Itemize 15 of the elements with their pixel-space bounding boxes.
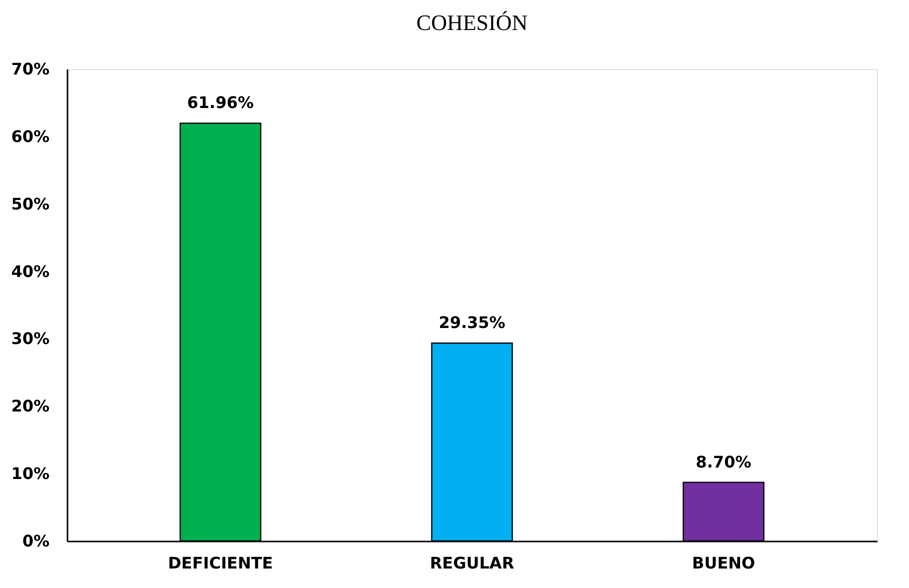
chart-title: COHESIÓN [416,10,528,35]
y-tick-label: 30% [11,329,50,348]
x-tick-label: REGULAR [430,554,514,572]
y-tick-label: 50% [11,194,50,214]
y-tick-label: 40% [11,262,50,281]
y-tick-label: 0% [22,532,50,550]
data-label: 8.70% [696,452,752,472]
y-tick-label: 10% [11,464,50,484]
data-label: 29.35% [438,313,506,332]
x-tick-label: DEFICIENTE [168,554,273,572]
y-tick-label: 70% [11,60,50,78]
x-tick-label: BUENO [692,554,756,572]
data-label: 61.96% [187,93,254,112]
y-tick-label: 60% [11,126,50,146]
y-tick-label: 20% [11,396,50,416]
